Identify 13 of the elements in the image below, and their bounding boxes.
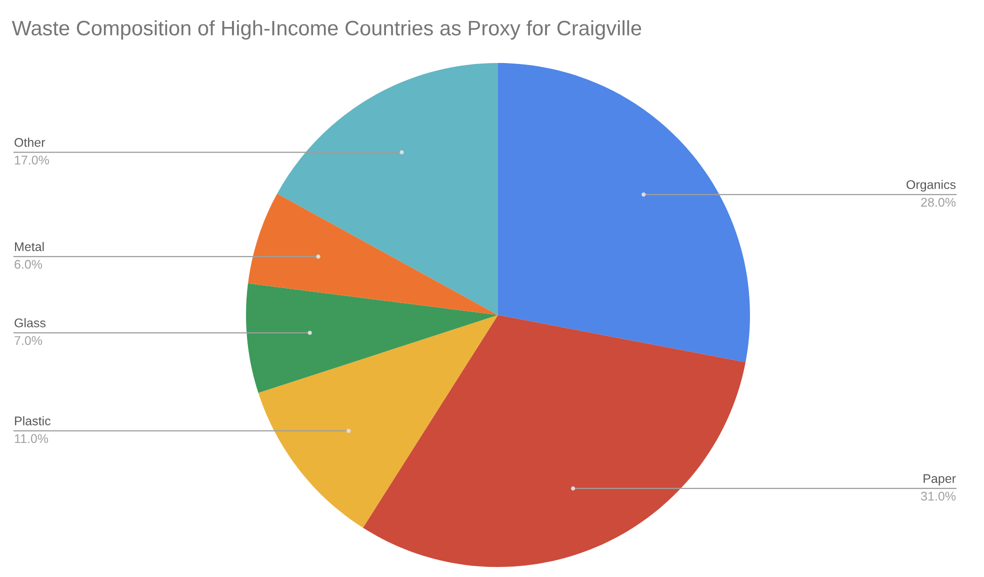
slice-label: Plastic bbox=[15, 416, 50, 426]
data-label: 6.0% bbox=[14, 260, 42, 269]
slice-label: Metal bbox=[15, 242, 44, 252]
data-label: 28.0% bbox=[921, 198, 956, 207]
slice-label: Other bbox=[14, 138, 46, 147]
slice-label: Organics bbox=[906, 180, 956, 192]
data-label: 7.0% bbox=[14, 336, 42, 345]
slice-label: Paper bbox=[924, 474, 956, 486]
chart-title: Waste Composition of High-Income Countries as Proxy for Craigville bbox=[12, 20, 642, 40]
data-label: 11.0% bbox=[14, 434, 48, 444]
data-label: 17.0% bbox=[14, 156, 49, 164]
slice-label: Glass bbox=[14, 318, 46, 328]
data-label: 31.0% bbox=[921, 492, 956, 501]
